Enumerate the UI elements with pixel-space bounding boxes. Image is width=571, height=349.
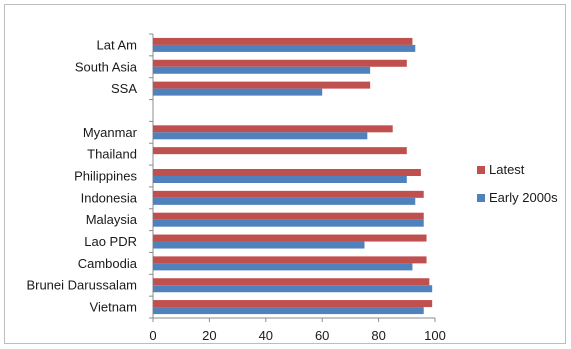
- bar-early-2000s-malaysia: [153, 219, 424, 227]
- bar-early-2000s-brunei-darussalam: [153, 285, 433, 293]
- bar-latest-malaysia: [153, 212, 424, 220]
- bar-early-2000s-indonesia: [153, 197, 416, 205]
- bar-latest-lat-am: [153, 37, 413, 45]
- legend-swatch-early-2000s: [477, 194, 485, 202]
- bar-latest-south-asia: [153, 59, 407, 67]
- bar-latest-vietnam: [153, 300, 433, 308]
- category-label-philippines: Philippines: [74, 169, 137, 184]
- x-tick-label-0: 0: [149, 328, 156, 343]
- x-tick-label-40: 40: [259, 328, 273, 343]
- category-label-thailand: Thailand: [87, 147, 137, 162]
- x-tick-label-80: 80: [371, 328, 385, 343]
- bar-early-2000s-myanmar: [153, 132, 368, 140]
- category-label-lao-pdr: Lao PDR: [84, 234, 137, 249]
- category-label-lat-am: Lat Am: [97, 37, 137, 52]
- bar-latest-philippines: [153, 169, 421, 176]
- legend-swatch-latest: [477, 166, 485, 174]
- x-tick-label-60: 60: [315, 328, 329, 343]
- legend: Latest Early 2000s: [477, 162, 558, 205]
- bar-early-2000s-lat-am: [153, 44, 416, 52]
- legend-label-latest: Latest: [489, 162, 525, 177]
- category-label-brunei-darussalam: Brunei Darussalam: [26, 278, 137, 293]
- chart-axes: [149, 33, 436, 322]
- legend-label-early-2000s: Early 2000s: [489, 190, 558, 205]
- bar-early-2000s-ssa: [153, 88, 323, 96]
- category-label-myanmar: Myanmar: [83, 125, 138, 140]
- bar-latest-lao-pdr: [153, 234, 427, 242]
- x-tick-label-100: 100: [424, 328, 446, 343]
- bar-early-2000s-south-asia: [153, 66, 371, 74]
- bar-latest-cambodia: [153, 256, 427, 264]
- category-labels: Lat Am South Asia SSA Myanmar Thailand Philip…: [26, 37, 137, 314]
- x-tick-labels: 0 20 40 60 80 100: [149, 328, 445, 343]
- bar-latest-thailand: [153, 147, 407, 155]
- bar-early-2000s-cambodia: [153, 263, 413, 271]
- bar-latest-ssa: [153, 81, 371, 89]
- bar-latest-brunei-darussalam: [153, 278, 430, 286]
- category-label-south-asia: South Asia: [75, 59, 138, 74]
- category-label-malaysia: Malaysia: [86, 212, 138, 227]
- category-label-indonesia: Indonesia: [81, 190, 138, 205]
- bar-latest-indonesia: [153, 190, 424, 198]
- x-tick-label-20: 20: [202, 328, 216, 343]
- bar-early-2000s-philippines: [153, 176, 407, 183]
- chart-bars: [153, 37, 433, 315]
- bar-latest-myanmar: [153, 125, 393, 133]
- category-label-ssa: SSA: [111, 81, 137, 96]
- category-label-cambodia: Cambodia: [78, 256, 138, 271]
- bar-early-2000s-lao-pdr: [153, 241, 365, 249]
- category-label-vietnam: Vietnam: [90, 300, 137, 315]
- bar-early-2000s-vietnam: [153, 307, 424, 315]
